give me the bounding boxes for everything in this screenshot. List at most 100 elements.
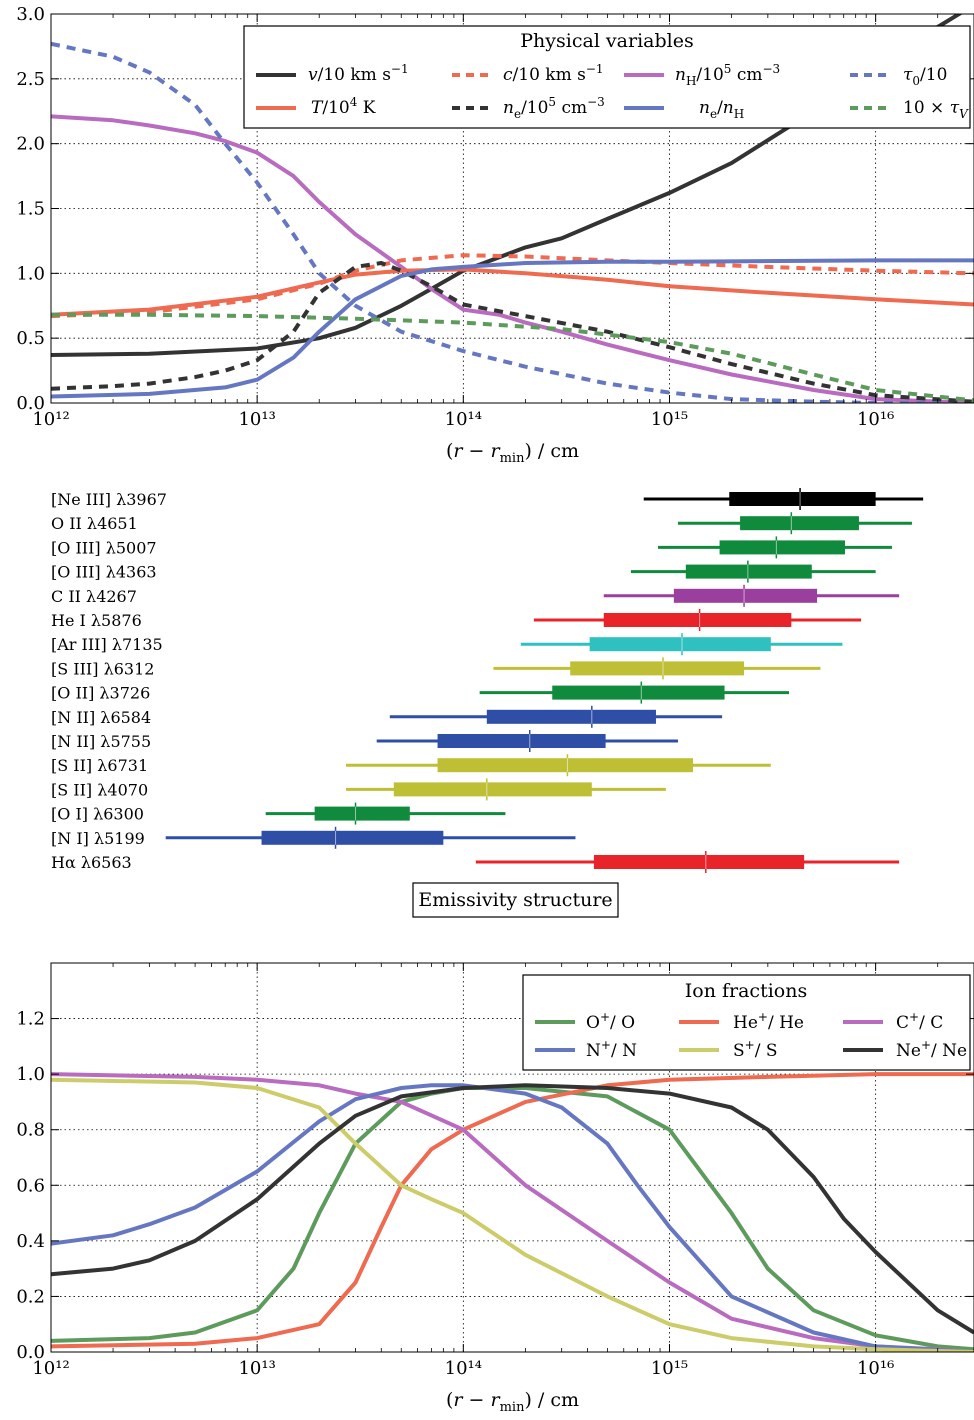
emissivity-row-label: [O III] λ4363 xyxy=(51,563,157,582)
legend-label-v: v/10 km s−1 xyxy=(308,62,409,85)
legend-label-Cplus: C+/ C xyxy=(896,1010,943,1033)
y-tick-label: 0.6 xyxy=(16,1175,45,1196)
y-tick-label: 0.0 xyxy=(16,1342,45,1363)
emissivity-bars xyxy=(165,488,924,873)
emissivity-box xyxy=(729,492,876,506)
legend-label-Neplus: Ne+/ Ne xyxy=(896,1038,967,1061)
legend-label-T: T/104 K xyxy=(311,95,376,118)
legend-label-Nplus: N+/ N xyxy=(586,1038,637,1061)
top-legend: Physical variables v/10 km s−1 c/10 km s… xyxy=(243,25,971,129)
series-line-2 xyxy=(51,1072,974,1352)
emissivity-box xyxy=(486,709,656,724)
series-line-1 xyxy=(51,253,974,319)
bottom-ticks: 10¹² 10¹³ 10¹⁴ 10¹⁵ 10¹⁶ 0.0 0.2 0.4 0.6 0.8 1.0 1.… xyxy=(16,963,974,1379)
series-line-6 xyxy=(51,258,974,399)
bottom-legend-title: Ion fractions xyxy=(685,980,807,1002)
bottom-series xyxy=(51,1072,974,1352)
emissivity-row-label: O II λ4651 xyxy=(51,514,138,533)
legend-label-nenh: ne/nH xyxy=(699,98,744,121)
emissivity-row-label: He I λ5876 xyxy=(51,611,142,630)
series-line-3 xyxy=(51,1083,974,1352)
series-line-5 xyxy=(51,261,974,403)
emissivity-box xyxy=(437,758,693,773)
emissivity-box xyxy=(589,637,771,652)
emissivity-row-label: [O II] λ3726 xyxy=(51,684,150,703)
legend-label-nh: nH/105 cm−3 xyxy=(675,62,780,88)
y-tick-label: 2.0 xyxy=(16,134,45,155)
top-xlabel: (r − rmin) / cm xyxy=(446,440,579,466)
legend-label-ne: ne/105 cm−3 xyxy=(503,95,605,121)
emissivity-row-label: [N II] λ5755 xyxy=(51,732,151,751)
x-tick-label: 10¹⁴ xyxy=(445,409,482,430)
x-tick-label: 10¹² xyxy=(32,1358,69,1379)
top-grid xyxy=(51,14,974,403)
series-line-5 xyxy=(51,1083,974,1335)
emissivity-box xyxy=(314,806,410,821)
emissivity-box xyxy=(393,782,592,797)
emissivity-row-label: [S III] λ6312 xyxy=(51,659,154,678)
emissivity-row-label: [N I] λ5199 xyxy=(51,829,145,848)
x-tick-label: 10¹⁶ xyxy=(857,1358,894,1379)
emissivity-row-label: Hα λ6563 xyxy=(51,853,132,872)
emissivity-box xyxy=(719,540,845,555)
emissivity-box xyxy=(261,830,444,845)
legend-label-c: c/10 km s−1 xyxy=(503,62,604,85)
y-tick-label: 0.2 xyxy=(16,1286,45,1307)
emissivity-box xyxy=(437,734,606,748)
emissivity-box xyxy=(603,613,792,627)
y-tick-label: 0.0 xyxy=(16,393,45,414)
y-tick-label: 0.4 xyxy=(16,1231,45,1252)
y-tick-label: 1.0 xyxy=(16,263,45,284)
bottom-grid xyxy=(51,963,974,1352)
top-legend-title: Physical variables xyxy=(520,30,693,52)
emissivity-row-label: [O III] λ5007 xyxy=(51,538,157,557)
emissivity-row-label: [S II] λ4070 xyxy=(51,780,148,799)
x-tick-label: 10¹⁴ xyxy=(445,1358,482,1379)
emissivity-title: Emissivity structure xyxy=(418,889,612,911)
series-line-3 xyxy=(51,41,974,403)
series-line-2 xyxy=(51,114,974,403)
x-tick-label: 10¹⁵ xyxy=(651,409,688,430)
y-tick-label: 1.2 xyxy=(16,1009,45,1030)
x-tick-label: 10¹⁶ xyxy=(857,409,894,430)
emissivity-title-box xyxy=(412,882,619,918)
bottom-xlabel: (r − rmin) / cm xyxy=(446,1389,579,1415)
y-tick-label: 1.0 xyxy=(16,1064,45,1085)
y-tick-label: 0.8 xyxy=(16,1120,45,1141)
emissivity-row-labels: [Ne III] λ3967 O II λ4651 [O III] λ5007 [O … xyxy=(51,490,167,872)
emissivity-row-label: [N II] λ6584 xyxy=(51,708,151,727)
x-tick-label: 10¹³ xyxy=(238,409,275,430)
series-line-1 xyxy=(51,1072,974,1349)
panel-ion-fractions: 10¹² 10¹³ 10¹⁴ 10¹⁵ 10¹⁶ 0.0 0.2 0.4 0.6 0.8 1.0 1.… xyxy=(16,962,974,1415)
top-legend-box xyxy=(243,25,971,129)
x-tick-label: 10¹² xyxy=(32,409,69,430)
emissivity-row-label: [Ne III] λ3967 xyxy=(51,490,167,509)
legend-label-tau0: τ0/10 xyxy=(903,65,947,88)
legend-label-Heplus: He+/ He xyxy=(733,1010,804,1033)
legend-label-Splus: S+/ S xyxy=(733,1038,778,1061)
panel-physical-variables: 10¹² 10¹³ 10¹⁴ 10¹⁵ 10¹⁶ 0.0 0.5 1.0 1.5 2.0 2.5 3.… xyxy=(16,4,974,466)
series-line-4 xyxy=(51,267,974,317)
emissivity-box xyxy=(593,855,805,869)
x-tick-label: 10¹⁵ xyxy=(651,1358,688,1379)
legend-label-tauV: 10 × τV xyxy=(903,98,969,121)
emissivity-box xyxy=(552,685,725,700)
emissivity-box xyxy=(570,661,745,676)
emissivity-box xyxy=(740,516,859,531)
y-tick-label: 3.0 xyxy=(16,4,45,25)
legend-label-Oplus: O+/ O xyxy=(586,1010,635,1033)
y-tick-label: 1.5 xyxy=(16,199,45,220)
emissivity-row-label: [O I] λ6300 xyxy=(51,805,144,824)
series-line-4 xyxy=(51,1077,974,1352)
emissivity-box xyxy=(673,588,818,603)
x-tick-label: 10¹³ xyxy=(238,1358,275,1379)
bottom-legend: Ion fractions O+/ O He+/ He C+/ C N+/ N … xyxy=(522,974,971,1071)
series-line-0 xyxy=(51,1086,974,1352)
emissivity-row-label: [Ar III] λ7135 xyxy=(51,635,163,654)
series-line-7 xyxy=(51,312,974,403)
panel-emissivity-structure: [Ne III] λ3967 O II λ4651 [O III] λ5007 [O … xyxy=(51,488,924,918)
emissivity-row-label: C II λ4267 xyxy=(51,587,137,606)
top-ticks: 10¹² 10¹³ 10¹⁴ 10¹⁵ 10¹⁶ 0.0 0.5 1.0 1.5 2.0 2.5 3.… xyxy=(16,4,974,430)
